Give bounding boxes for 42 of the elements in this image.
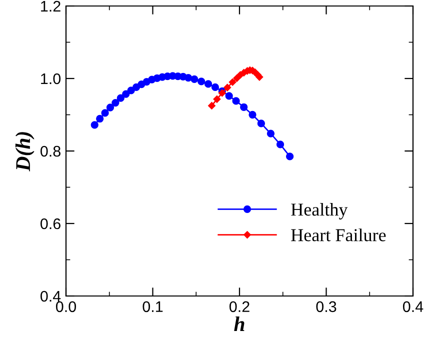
point <box>116 94 124 102</box>
y-tick-label: 0.8 <box>40 146 60 157</box>
x-tick-label: 0.2 <box>229 301 250 312</box>
x-tick-label: 0.3 <box>316 301 336 312</box>
point <box>208 102 216 110</box>
point <box>127 86 135 94</box>
point <box>213 96 221 103</box>
x-tick-label: 0.4 <box>402 301 424 312</box>
point <box>232 97 240 105</box>
point <box>225 92 233 100</box>
y-axis-title: D(h) <box>15 132 34 172</box>
point <box>132 83 140 92</box>
point <box>224 84 231 92</box>
y-tick-label: 1.2 <box>41 0 60 12</box>
point <box>233 74 241 82</box>
point <box>204 80 212 88</box>
point <box>266 130 275 138</box>
y-tick-label: 0.6 <box>40 218 60 230</box>
x-tick-label: 0.0 <box>56 301 76 312</box>
x-axis-title: h <box>234 316 244 331</box>
point <box>198 78 206 86</box>
y-tick-label: 0.4 <box>40 290 61 302</box>
point <box>112 98 120 107</box>
point <box>101 109 109 117</box>
legend-label: Healthy <box>291 203 348 220</box>
y-tick-label: 1.0 <box>41 73 61 84</box>
point <box>211 83 220 92</box>
point <box>106 104 114 112</box>
point <box>184 74 192 82</box>
point <box>190 75 198 84</box>
legend-label: Heart Failure <box>291 228 386 242</box>
point <box>286 152 294 160</box>
point <box>276 140 284 148</box>
point <box>90 121 98 129</box>
point <box>257 120 266 128</box>
point <box>122 90 130 98</box>
point <box>96 114 104 123</box>
point <box>228 78 236 86</box>
point <box>248 110 256 119</box>
point <box>240 103 248 111</box>
point <box>256 73 264 81</box>
x-tick-label: 0.1 <box>142 301 163 312</box>
